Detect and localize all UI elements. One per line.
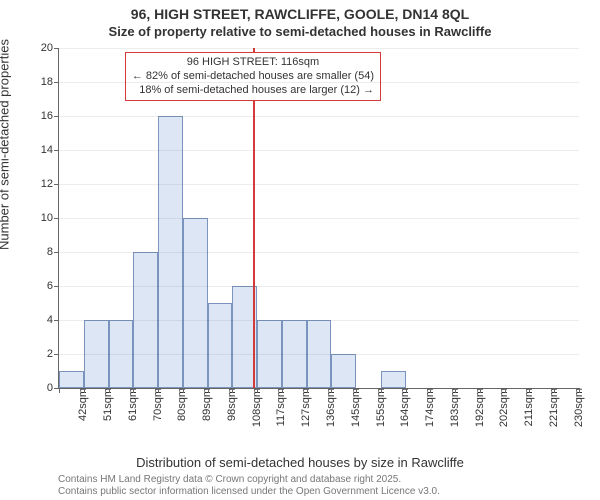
ytick-label: 0 <box>47 382 59 394</box>
xtick-mark <box>505 388 506 393</box>
gridline <box>59 320 579 321</box>
footer-line2: Contains public sector information licen… <box>58 486 440 498</box>
ytick-label: 6 <box>47 280 59 292</box>
x-axis-label: Distribution of semi-detached houses by … <box>0 455 600 470</box>
xtick-label: 183sqm <box>449 388 461 427</box>
property-size-chart: 96, HIGH STREET, RAWCLIFFE, GOOLE, DN14 … <box>0 0 600 500</box>
xtick-mark <box>307 388 308 393</box>
xtick-label: 127sqm <box>300 388 312 427</box>
ytick-label: 2 <box>47 348 59 360</box>
bar <box>208 303 233 388</box>
callout-line1: 96 HIGH STREET: 116sqm <box>132 56 374 70</box>
xtick-label: 145sqm <box>350 388 362 427</box>
xtick-mark <box>133 388 134 393</box>
xtick-mark <box>257 388 258 393</box>
attribution-footer: Contains HM Land Registry data © Crown c… <box>58 474 440 498</box>
xtick-mark <box>331 388 332 393</box>
ytick-label: 18 <box>41 76 59 88</box>
xtick-label: 155sqm <box>375 388 387 427</box>
gridline <box>59 82 579 83</box>
xtick-mark <box>183 388 184 393</box>
xtick-label: 108sqm <box>251 388 263 427</box>
ytick-label: 4 <box>47 314 59 326</box>
gridline <box>59 286 579 287</box>
callout-box: 96 HIGH STREET: 116sqm ← 82% of semi-det… <box>125 52 381 101</box>
ytick-label: 16 <box>41 110 59 122</box>
xtick-label: 221sqm <box>548 388 560 427</box>
bar <box>59 371 84 388</box>
ytick-label: 14 <box>41 144 59 156</box>
gridline <box>59 150 579 151</box>
bar <box>331 354 356 388</box>
ytick-label: 10 <box>41 212 59 224</box>
xtick-label: 230sqm <box>573 388 585 427</box>
xtick-mark <box>282 388 283 393</box>
chart-subtitle: Size of property relative to semi-detach… <box>0 24 600 39</box>
y-axis-label: Number of semi-detached properties <box>0 39 12 250</box>
xtick-label: 192sqm <box>474 388 486 427</box>
xtick-mark <box>455 388 456 393</box>
ytick-label: 8 <box>47 246 59 258</box>
xtick-label: 202sqm <box>498 388 510 427</box>
bar <box>183 218 208 388</box>
xtick-mark <box>109 388 110 393</box>
ytick-label: 12 <box>41 178 59 190</box>
xtick-mark <box>529 388 530 393</box>
bar <box>381 371 406 388</box>
callout-line3: 18% of semi-detached houses are larger (… <box>132 84 374 98</box>
xtick-mark <box>579 388 580 393</box>
xtick-mark <box>406 388 407 393</box>
gridline <box>59 48 579 49</box>
xtick-label: 211sqm <box>523 388 535 426</box>
xtick-label: 136sqm <box>325 388 337 427</box>
gridline <box>59 252 579 253</box>
xtick-mark <box>356 388 357 393</box>
xtick-mark <box>59 388 60 393</box>
xtick-mark <box>158 388 159 393</box>
xtick-mark <box>480 388 481 393</box>
gridline <box>59 184 579 185</box>
xtick-mark <box>554 388 555 393</box>
footer-line1: Contains HM Land Registry data © Crown c… <box>58 474 440 486</box>
xtick-mark <box>84 388 85 393</box>
xtick-mark <box>232 388 233 393</box>
chart-title: 96, HIGH STREET, RAWCLIFFE, GOOLE, DN14 … <box>0 6 600 22</box>
ytick-label: 20 <box>41 42 59 54</box>
xtick-label: 174sqm <box>424 388 436 427</box>
xtick-mark <box>430 388 431 393</box>
xtick-mark <box>381 388 382 393</box>
xtick-mark <box>208 388 209 393</box>
gridline <box>59 218 579 219</box>
xtick-label: 117sqm <box>275 388 287 426</box>
plot-area: 96 HIGH STREET: 116sqm ← 82% of semi-det… <box>58 48 579 389</box>
gridline <box>59 354 579 355</box>
xtick-label: 164sqm <box>399 388 411 427</box>
gridline <box>59 116 579 117</box>
